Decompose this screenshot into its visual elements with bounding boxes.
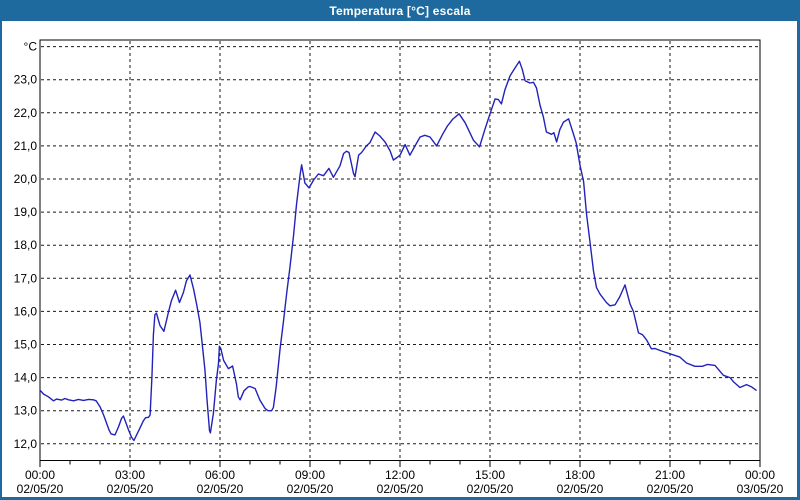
x-axis-time-label: 12:00 bbox=[385, 468, 415, 482]
x-axis-date-label: 02/05/20 bbox=[107, 482, 154, 496]
y-axis-label: 20,0 bbox=[14, 172, 38, 186]
y-axis-label: 15,0 bbox=[14, 338, 38, 352]
y-axis-label: 16,0 bbox=[14, 304, 38, 318]
x-axis-time-label: 00:00 bbox=[25, 468, 55, 482]
x-axis-date-label: 03/05/20 bbox=[737, 482, 784, 496]
x-axis-time-label: 18:00 bbox=[565, 468, 595, 482]
y-axis-label: 12,0 bbox=[14, 437, 38, 451]
x-axis-date-label: 02/05/20 bbox=[647, 482, 694, 496]
x-axis-time-label: 15:00 bbox=[475, 468, 505, 482]
x-axis-date-label: 02/05/20 bbox=[557, 482, 604, 496]
window-border-left bbox=[0, 21, 2, 500]
x-axis-date-label: 02/05/20 bbox=[287, 482, 334, 496]
x-axis-time-label: 06:00 bbox=[205, 468, 235, 482]
window-border-bottom bbox=[0, 497, 800, 500]
window-border-right bbox=[797, 21, 800, 500]
y-axis-label: 19,0 bbox=[14, 205, 38, 219]
x-axis-date-label: 02/05/20 bbox=[197, 482, 244, 496]
window-titlebar: Temperatura [°C] escala bbox=[0, 0, 800, 21]
temperature-line bbox=[39, 60, 757, 442]
x-axis-date-label: 02/05/20 bbox=[377, 482, 424, 496]
x-axis-time-label: 00:00 bbox=[745, 468, 775, 482]
y-axis-unit-label: °C bbox=[24, 40, 38, 54]
x-axis-date-label: 02/05/20 bbox=[17, 482, 64, 496]
y-axis-label: 18,0 bbox=[14, 238, 38, 252]
x-axis-date-label: 02/05/20 bbox=[467, 482, 514, 496]
x-axis-time-label: 21:00 bbox=[655, 468, 685, 482]
y-axis-label: 22,0 bbox=[14, 106, 38, 120]
y-axis-label: 23,0 bbox=[14, 73, 38, 87]
x-axis-time-label: 03:00 bbox=[115, 468, 145, 482]
window-title: Temperatura [°C] escala bbox=[329, 3, 471, 18]
y-axis-label: 21,0 bbox=[14, 139, 38, 153]
y-axis-label: 14,0 bbox=[14, 371, 38, 385]
y-axis-label: 17,0 bbox=[14, 271, 38, 285]
y-axis-label: 13,0 bbox=[14, 404, 38, 418]
x-axis-time-label: 09:00 bbox=[295, 468, 325, 482]
